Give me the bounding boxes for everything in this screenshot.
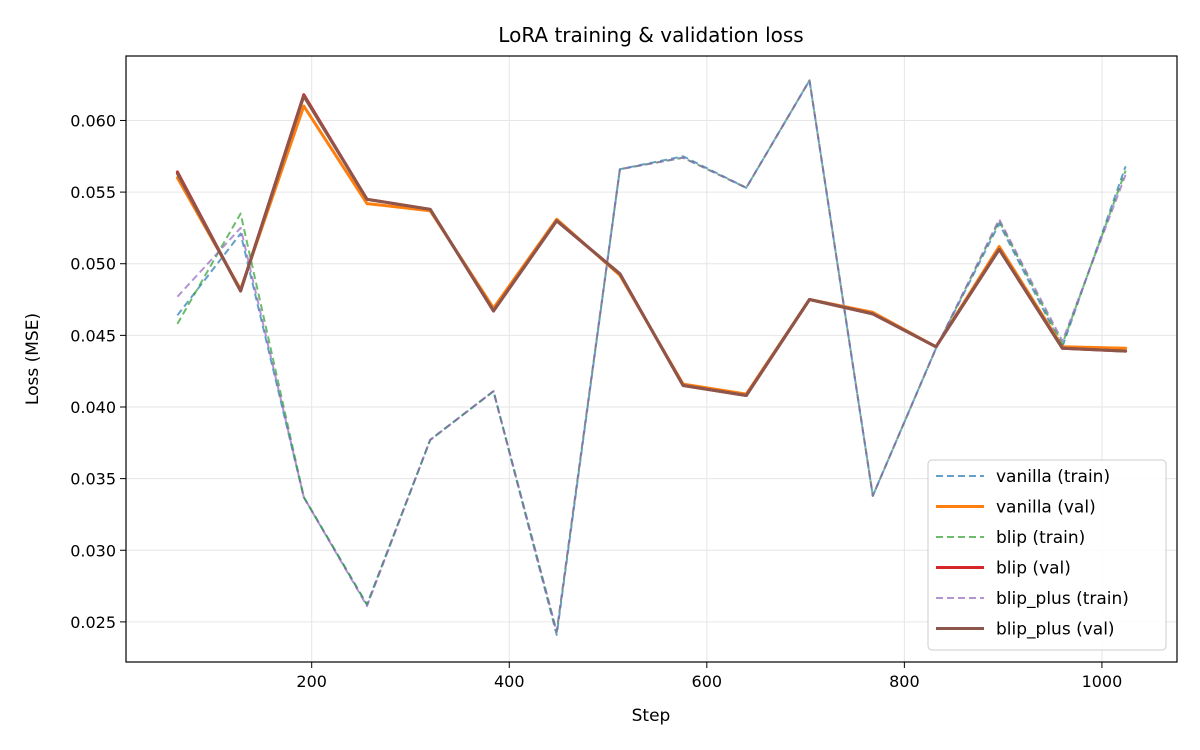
chart-title: LoRA training & validation loss (498, 23, 803, 47)
y-tick-label: 0.030 (70, 541, 116, 560)
y-tick-label: 0.035 (70, 470, 116, 489)
y-tick-label: 0.060 (70, 111, 116, 130)
x-tick-label: 200 (296, 672, 327, 691)
x-tick-label: 400 (494, 672, 525, 691)
x-axis: 200 400 600 800 1000 (296, 662, 1122, 691)
x-tick-label: 800 (889, 672, 920, 691)
legend-label: blip_plus (val) (996, 620, 1115, 640)
legend-label: blip (val) (996, 559, 1071, 579)
y-tick-label: 0.025 (70, 613, 116, 632)
y-tick-label: 0.040 (70, 398, 116, 417)
x-tick-label: 1000 (1082, 672, 1123, 691)
y-tick-label: 0.045 (70, 326, 116, 345)
x-tick-label: 600 (692, 672, 723, 691)
series-lines (175, 79, 1128, 636)
legend-label: blip_plus (train) (996, 589, 1129, 609)
x-axis-label: Step (632, 706, 671, 726)
legend: vanilla (train) vanilla (val) blip (train)… (927, 459, 1167, 651)
legend-box (927, 459, 1167, 651)
y-axis: 0.025 0.030 0.035 0.040 0.045 0.050 0.055 0.060 (70, 111, 126, 632)
legend-label: blip (train) (996, 528, 1085, 548)
y-tick-label: 0.055 (70, 183, 116, 202)
y-tick-label: 0.050 (70, 255, 116, 274)
legend-label: vanilla (train) (996, 467, 1110, 487)
series-line-blip-plus-train (176, 79, 1127, 633)
legend-label: vanilla (val) (996, 498, 1096, 518)
y-axis-label: Loss (MSE) (23, 313, 43, 405)
series-line-blip-plus-val (175, 94, 1128, 397)
plot-frame (125, 55, 1178, 663)
